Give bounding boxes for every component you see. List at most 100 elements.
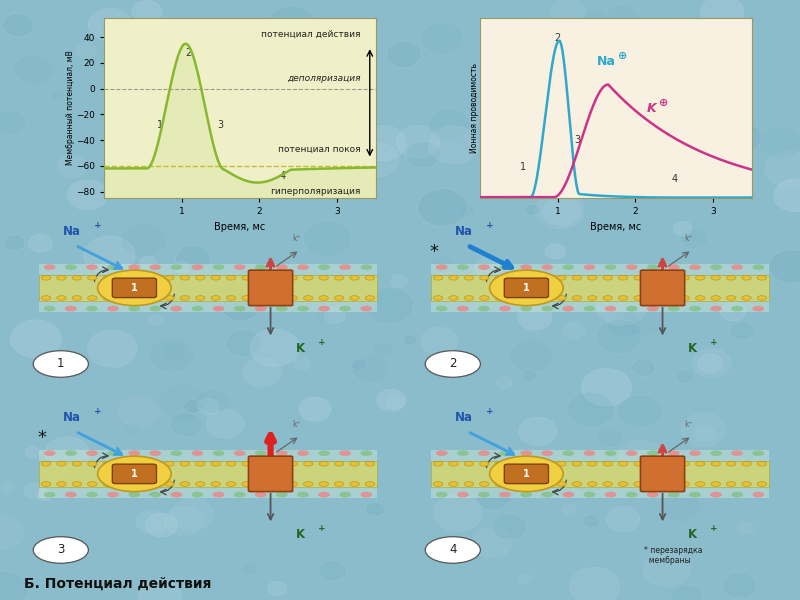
Circle shape xyxy=(520,451,532,456)
Circle shape xyxy=(457,451,469,456)
Circle shape xyxy=(529,137,544,148)
Text: 2: 2 xyxy=(554,34,561,43)
Circle shape xyxy=(676,370,694,383)
Circle shape xyxy=(339,451,351,456)
Circle shape xyxy=(118,275,128,280)
Circle shape xyxy=(715,172,738,189)
Circle shape xyxy=(549,97,600,135)
Circle shape xyxy=(434,461,443,466)
Circle shape xyxy=(365,296,374,300)
Circle shape xyxy=(757,275,766,280)
Circle shape xyxy=(276,265,288,270)
Circle shape xyxy=(605,265,617,270)
Circle shape xyxy=(87,275,97,280)
Circle shape xyxy=(273,482,282,486)
Circle shape xyxy=(605,306,617,311)
Circle shape xyxy=(42,461,51,466)
Circle shape xyxy=(2,13,34,37)
Circle shape xyxy=(695,275,705,280)
Circle shape xyxy=(351,96,375,114)
Circle shape xyxy=(726,461,736,466)
Circle shape xyxy=(557,482,566,486)
Circle shape xyxy=(668,492,680,497)
Circle shape xyxy=(606,507,640,532)
Circle shape xyxy=(649,482,658,486)
Circle shape xyxy=(119,32,154,58)
Circle shape xyxy=(339,492,351,497)
Circle shape xyxy=(428,126,479,164)
Circle shape xyxy=(226,329,262,357)
Circle shape xyxy=(566,50,614,86)
Ellipse shape xyxy=(490,270,563,305)
Circle shape xyxy=(222,293,260,321)
Circle shape xyxy=(542,451,553,456)
Circle shape xyxy=(618,440,664,474)
Circle shape xyxy=(140,256,157,269)
Circle shape xyxy=(459,204,475,216)
Circle shape xyxy=(293,357,310,370)
Circle shape xyxy=(492,484,518,503)
Circle shape xyxy=(24,483,46,499)
Circle shape xyxy=(103,482,113,486)
FancyBboxPatch shape xyxy=(430,461,770,487)
Circle shape xyxy=(464,275,474,280)
Circle shape xyxy=(510,296,520,300)
Circle shape xyxy=(45,437,90,471)
Circle shape xyxy=(334,275,344,280)
Circle shape xyxy=(434,482,443,486)
Circle shape xyxy=(4,235,26,251)
Text: деполяризация: деполяризация xyxy=(287,74,361,83)
Circle shape xyxy=(242,563,258,576)
Circle shape xyxy=(138,580,182,600)
Circle shape xyxy=(261,19,282,35)
Circle shape xyxy=(170,492,182,497)
Circle shape xyxy=(318,265,330,270)
Circle shape xyxy=(288,461,298,466)
Circle shape xyxy=(689,492,701,497)
Circle shape xyxy=(273,275,282,280)
Circle shape xyxy=(288,296,298,300)
Circle shape xyxy=(449,296,458,300)
Circle shape xyxy=(583,10,609,29)
Circle shape xyxy=(436,265,448,270)
Circle shape xyxy=(689,451,701,456)
Circle shape xyxy=(726,275,736,280)
Circle shape xyxy=(618,482,628,486)
Circle shape xyxy=(150,482,159,486)
Circle shape xyxy=(774,179,800,212)
Y-axis label: Мембранный потенциал, мВ: Мембранный потенциал, мВ xyxy=(66,50,74,166)
Circle shape xyxy=(457,492,469,497)
Circle shape xyxy=(557,461,566,466)
Circle shape xyxy=(583,492,595,497)
Circle shape xyxy=(365,461,374,466)
Text: K: K xyxy=(647,102,657,115)
Circle shape xyxy=(495,482,505,486)
Circle shape xyxy=(457,265,469,270)
FancyBboxPatch shape xyxy=(641,456,685,491)
Circle shape xyxy=(733,101,747,112)
Circle shape xyxy=(647,492,658,497)
Circle shape xyxy=(742,275,751,280)
Circle shape xyxy=(731,306,743,311)
Circle shape xyxy=(242,358,282,387)
Circle shape xyxy=(464,461,474,466)
FancyBboxPatch shape xyxy=(641,270,685,305)
Circle shape xyxy=(226,482,236,486)
Circle shape xyxy=(365,287,414,324)
Circle shape xyxy=(562,306,574,311)
Circle shape xyxy=(75,42,97,59)
Circle shape xyxy=(339,265,351,270)
Circle shape xyxy=(518,304,552,330)
Circle shape xyxy=(150,296,159,300)
Circle shape xyxy=(136,511,167,533)
Circle shape xyxy=(434,275,443,280)
Circle shape xyxy=(303,275,313,280)
Circle shape xyxy=(150,461,159,466)
Circle shape xyxy=(118,396,159,427)
Circle shape xyxy=(47,474,61,484)
Circle shape xyxy=(255,265,266,270)
Circle shape xyxy=(464,296,474,300)
Circle shape xyxy=(603,482,613,486)
Text: ⊕: ⊕ xyxy=(658,98,668,107)
Circle shape xyxy=(572,145,615,178)
